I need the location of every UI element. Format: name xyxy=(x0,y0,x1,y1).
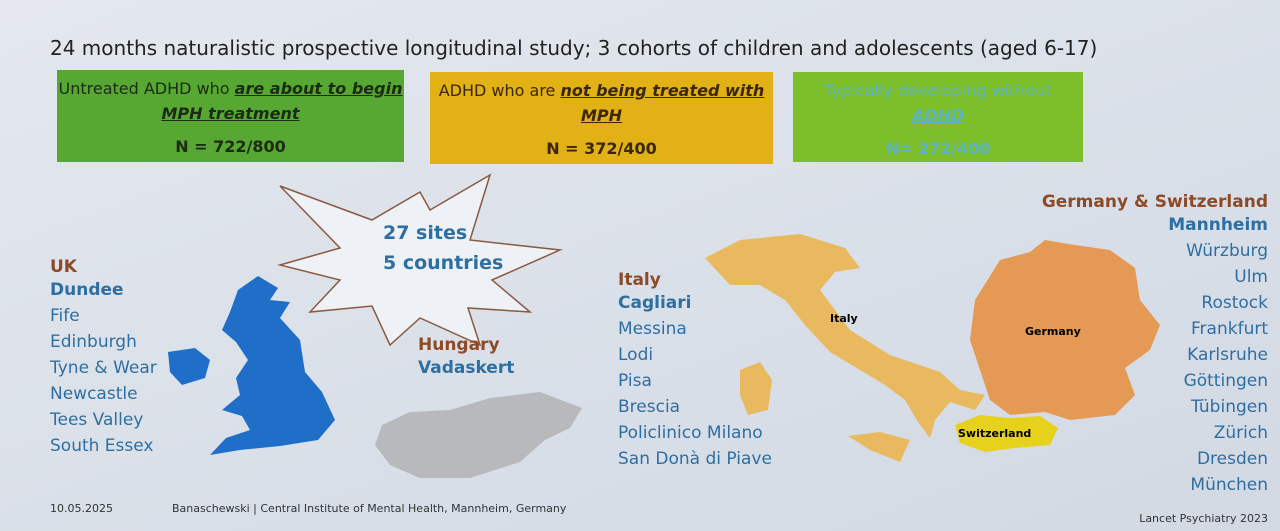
cohort-label-emphasis: are about to begin MPH treatment xyxy=(161,79,403,123)
region: Germany & Switzerland Mannheim Würzburg Ulm… xyxy=(1042,192,1268,498)
cohort-label-emphasis: not being treated with MPH xyxy=(560,81,765,125)
city: Cagliari xyxy=(618,293,692,313)
city: Zürich xyxy=(1213,423,1268,443)
footer-source: Lancet Psychiatry 2023 xyxy=(1139,512,1268,525)
hungary-map xyxy=(375,392,582,478)
city: Tübingen xyxy=(1190,397,1268,417)
city: Policlinico Milano xyxy=(618,423,763,443)
map-label: Switzerland xyxy=(958,427,1031,440)
uk-map xyxy=(168,276,335,455)
city: Karlsruhe xyxy=(1187,345,1268,365)
city: München xyxy=(1190,475,1268,495)
city: Fife xyxy=(50,306,80,326)
countries-count: 5 countries xyxy=(383,252,504,274)
region-name: Hungary xyxy=(418,335,500,355)
italy-map xyxy=(705,234,985,462)
city: Tees Valley xyxy=(50,410,144,430)
footer-author: Banaschewski | Central Institute of Ment… xyxy=(172,502,567,515)
switzerland-map xyxy=(955,415,1058,452)
city: Rostock xyxy=(1201,293,1268,313)
city: Newcastle xyxy=(50,384,138,404)
city: Pisa xyxy=(618,371,652,391)
region-name: UK xyxy=(50,257,77,277)
map-label: Germany xyxy=(1025,325,1081,338)
footer-date: 10.05.2025 xyxy=(50,502,113,515)
city: Mannheim xyxy=(1168,215,1268,235)
city: Dresden xyxy=(1196,449,1268,469)
starburst xyxy=(277,173,563,347)
region-name: Italy xyxy=(618,270,661,290)
city: San Donà di Piave xyxy=(618,449,772,469)
cohort-box: ADHD who are not being treated with MPH … xyxy=(430,72,773,164)
cohort-label-emphasis: ADHD xyxy=(911,106,965,125)
cohort-label: ADHD who are xyxy=(438,81,561,100)
city: Edinburgh xyxy=(50,332,137,352)
cohort-box: Untreated ADHD who are about to begin MP… xyxy=(57,70,404,162)
city: Brescia xyxy=(618,397,681,417)
cohort-label: Typically developing without xyxy=(824,81,1052,100)
city: Messina xyxy=(618,319,687,339)
city: Vadaskert xyxy=(418,358,515,378)
region: UK Dundee Fife Edinburgh Tyne & Wear Newcastl… xyxy=(50,257,157,459)
sites-count: 27 sites xyxy=(383,222,468,244)
map-label: Italy xyxy=(830,312,858,325)
city: Lodi xyxy=(618,345,654,365)
city: Göttingen xyxy=(1183,371,1268,391)
city: South Essex xyxy=(50,436,154,456)
cohort-box: Typically developing without ADHD N= 272… xyxy=(793,72,1083,162)
city: Dundee xyxy=(50,280,124,300)
cohort-n: N = 372/400 xyxy=(546,139,657,158)
germany-map xyxy=(970,240,1160,420)
city: Frankfurt xyxy=(1191,319,1268,339)
cohort-n: N = 722/800 xyxy=(175,137,286,156)
region: Italy Cagliari Messina Lodi Pisa Brescia Polic… xyxy=(618,270,772,472)
region-name: Germany & Switzerland xyxy=(1041,192,1268,212)
city: Tyne & Wear xyxy=(50,358,157,378)
city: Würzburg xyxy=(1186,241,1268,261)
cohort-n: N= 272/400 xyxy=(885,139,991,158)
slide-title: 24 months naturalistic prospective longi… xyxy=(50,36,1098,60)
region: Hungary Vadaskert xyxy=(418,335,514,381)
city: Ulm xyxy=(1234,267,1268,287)
cohort-label: Untreated ADHD who xyxy=(58,79,235,98)
